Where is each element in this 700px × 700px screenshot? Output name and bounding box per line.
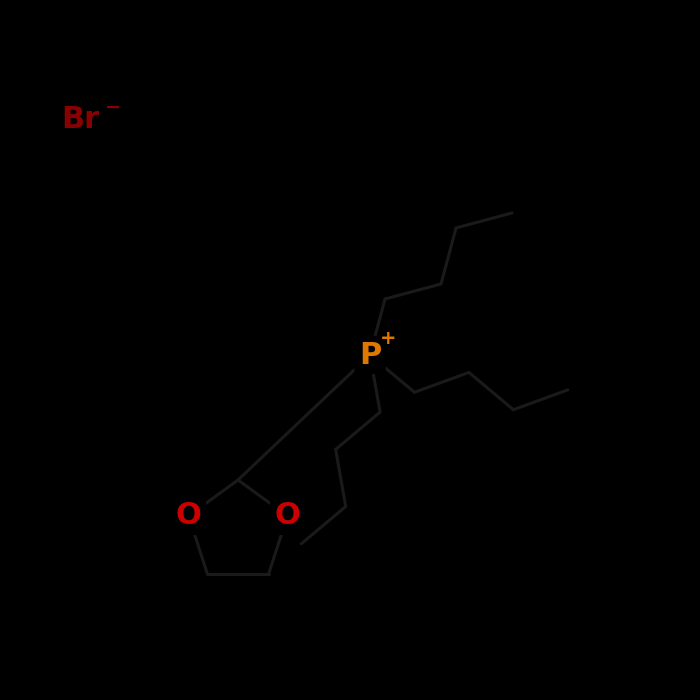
Text: Br: Br [61,106,99,134]
Text: O: O [176,501,202,531]
Text: −: − [105,97,121,116]
Text: +: + [379,330,396,349]
Text: O: O [274,501,300,531]
Text: P: P [359,340,381,370]
Text: O: O [176,501,202,531]
